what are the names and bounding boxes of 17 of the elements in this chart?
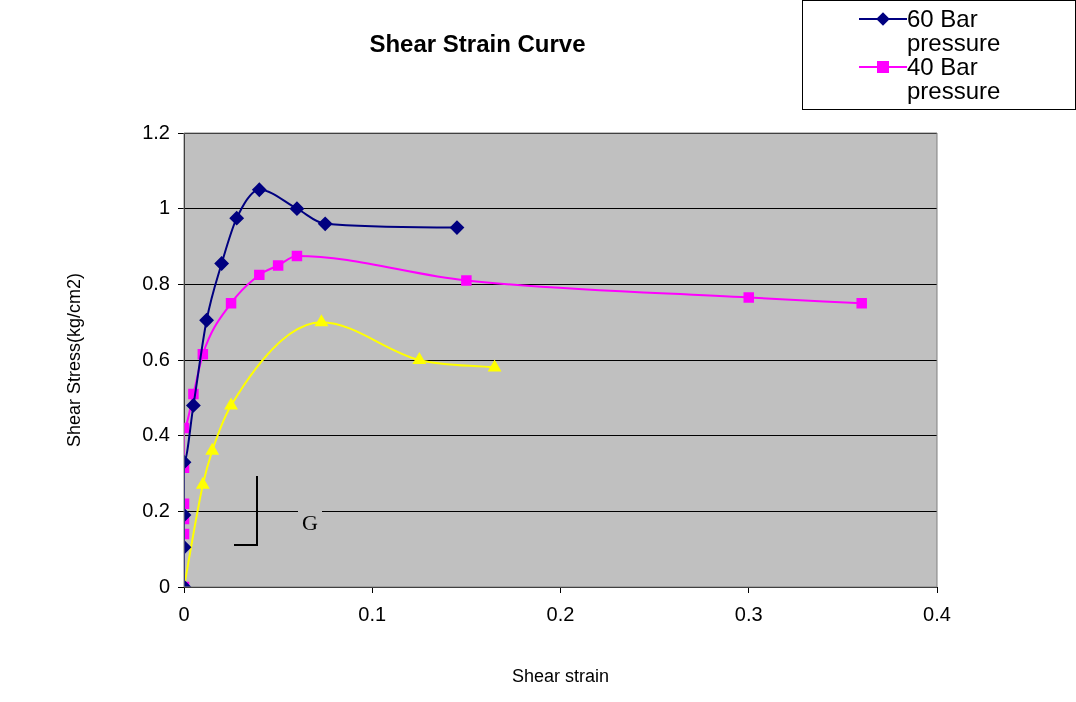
y-tick-label: 0.2	[142, 498, 170, 521]
x-tick-label: 0	[178, 602, 190, 625]
y-tick-label: 0.8	[142, 271, 170, 294]
y-tick-label: 1.2	[142, 120, 170, 143]
y-tick-label: 0.6	[142, 347, 170, 370]
x-axis-title: Shear strain	[511, 666, 610, 687]
x-tick-label: 0.3	[734, 602, 763, 625]
annotation: G	[298, 510, 322, 536]
y-tick-label: 0	[158, 574, 170, 597]
y-tick-label: 0.4	[142, 423, 170, 446]
x-tick-label: 0.2	[546, 602, 575, 625]
y-axis-title: Shear Stress(kg/cm2)	[63, 272, 84, 448]
chart-title: Shear Strain Curve	[368, 30, 587, 58]
x-tick-label: 0.4	[923, 602, 951, 625]
y-tick-label: 1	[158, 196, 170, 219]
legend-label: 60 Bar pressure	[907, 5, 1002, 56]
x-tick-label: 0.1	[358, 602, 387, 625]
